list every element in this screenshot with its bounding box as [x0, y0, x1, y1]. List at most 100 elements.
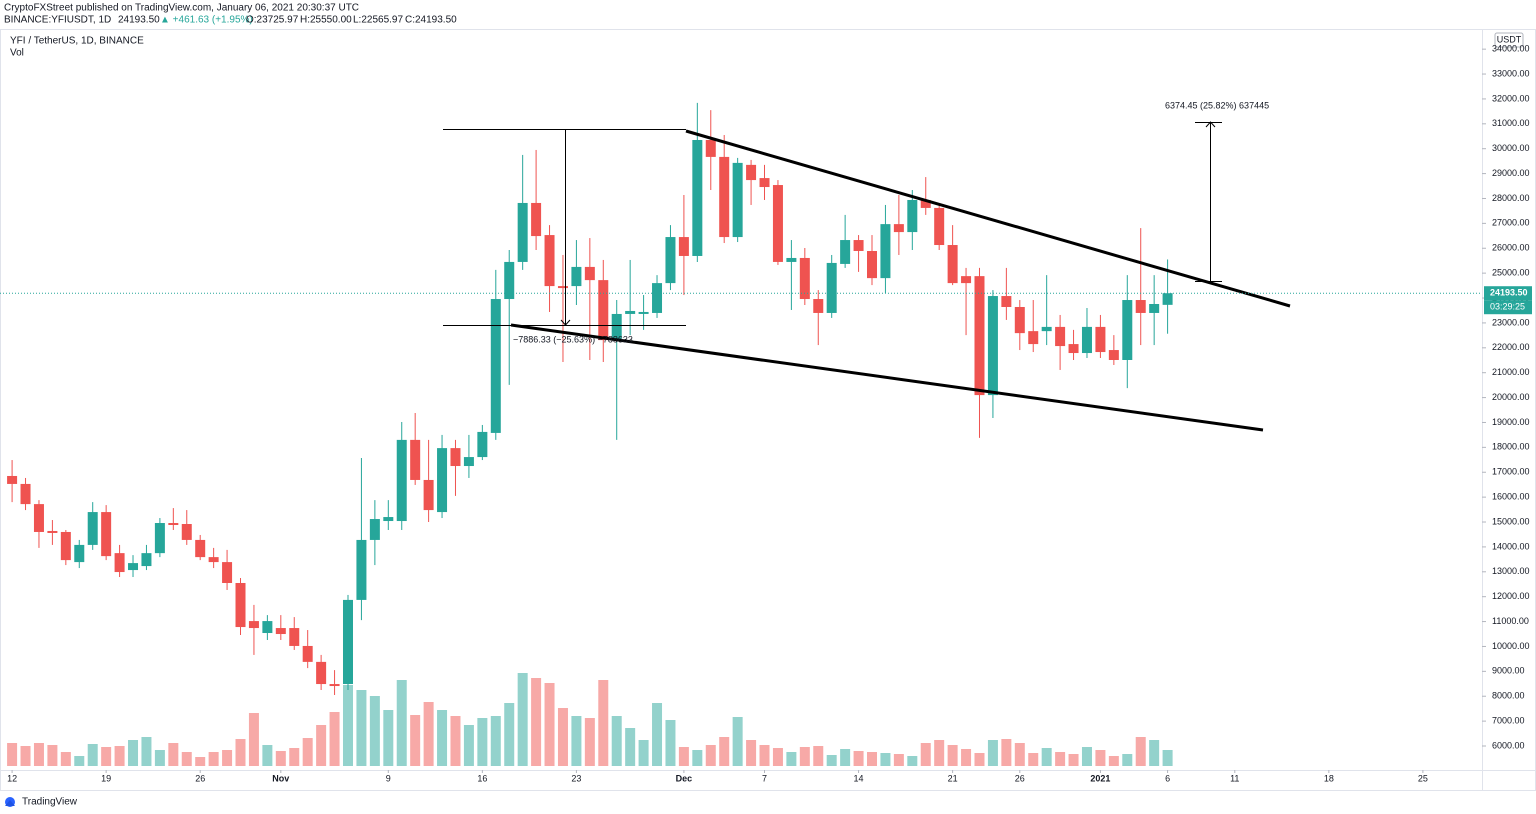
volume-bar — [517, 673, 528, 766]
volume-bar — [20, 746, 31, 766]
candle-body — [867, 250, 878, 279]
candle-body — [114, 553, 125, 573]
candle-body — [705, 139, 716, 157]
candle-body — [101, 512, 112, 557]
volume-label: Vol — [10, 48, 24, 59]
volume-layer — [7, 673, 1173, 766]
y-tick-label: 9000.00 — [1492, 666, 1525, 676]
candle-body — [678, 237, 689, 256]
volume-bar — [423, 702, 434, 766]
publisher: CryptoFXStreet published on TradingView.… — [4, 3, 359, 14]
candle-body — [222, 562, 233, 583]
candle-body — [1122, 300, 1133, 361]
volume-bar — [181, 752, 192, 766]
volume-bar — [168, 743, 179, 766]
volume-bar — [7, 743, 18, 766]
volume-bar — [947, 745, 958, 766]
volume-bar — [141, 737, 152, 766]
volume-bar — [584, 718, 595, 766]
volume-bar — [1135, 737, 1146, 766]
candle-body — [20, 483, 31, 505]
volume-bar — [60, 752, 71, 766]
candle-body — [1001, 296, 1012, 307]
candle-body — [652, 283, 663, 313]
volume-bar — [1001, 739, 1012, 766]
candle-body — [33, 504, 44, 532]
candle-layer — [7, 102, 1173, 695]
volume-bar — [101, 747, 112, 766]
y-tick-label: 21000.00 — [1492, 367, 1530, 377]
candle-body — [1081, 326, 1092, 354]
y-tick-label: 23000.00 — [1492, 317, 1530, 327]
candle-body — [7, 475, 18, 484]
candle-body — [772, 185, 783, 262]
volume-bar — [262, 745, 273, 766]
candle-body — [611, 313, 622, 341]
volume-bar — [289, 748, 300, 766]
volume-bar — [598, 680, 609, 766]
ohlc-low: L:22565.97 — [353, 15, 403, 26]
y-tick-label: 25000.00 — [1492, 268, 1530, 278]
candle-body — [571, 266, 582, 287]
volume-bar — [437, 710, 448, 766]
volume-bar — [128, 740, 139, 766]
arrow-head — [1205, 121, 1216, 128]
candle-body — [302, 645, 313, 662]
candle-body — [840, 240, 851, 264]
candle-body — [60, 531, 71, 561]
volume-bar — [222, 750, 233, 766]
x-tick-label: 6 — [1165, 773, 1170, 783]
volume-bar — [369, 696, 380, 766]
volume-bar — [638, 740, 649, 766]
volume-bar — [961, 749, 972, 766]
currency-box[interactable] — [1494, 32, 1524, 48]
volume-bar — [302, 738, 313, 766]
y-tick-label: 29000.00 — [1492, 168, 1530, 178]
x-tick-label: 14 — [854, 773, 864, 783]
volume-bar — [1149, 740, 1160, 766]
candle-body — [531, 202, 542, 237]
candle-body — [1068, 344, 1079, 354]
volume-bar — [652, 703, 663, 766]
x-tick-label: 25 — [1418, 773, 1428, 783]
y-tick-label: 19000.00 — [1492, 417, 1530, 427]
candle-body — [47, 530, 58, 533]
candle-body — [947, 245, 958, 284]
volume-bar — [719, 737, 730, 766]
volume-bar — [625, 728, 636, 766]
volume-bar — [920, 743, 931, 766]
candle-body — [987, 296, 998, 396]
candle-body — [74, 544, 85, 563]
volume-bar — [47, 745, 58, 766]
candle-body — [625, 310, 636, 314]
volume-bar — [1081, 747, 1092, 766]
volume-bar — [1055, 752, 1066, 766]
candle-body — [638, 311, 649, 314]
candle-body — [813, 299, 824, 313]
y-tick-label: 28000.00 — [1492, 193, 1530, 203]
volume-bar — [692, 750, 703, 766]
volume-bar — [396, 680, 407, 766]
candle-body — [1014, 306, 1025, 334]
x-tick-label: 9 — [386, 773, 391, 783]
candle-body — [141, 553, 152, 567]
volume-bar — [1122, 754, 1133, 766]
volume-bar — [383, 710, 394, 766]
y-tick-label: 10000.00 — [1492, 641, 1530, 651]
y-tick-label: 7000.00 — [1492, 715, 1525, 725]
volume-bar — [987, 740, 998, 766]
y-tick-label: 15000.00 — [1492, 516, 1530, 526]
candle-body — [584, 266, 595, 281]
volume-bar — [611, 716, 622, 766]
volume-bar — [477, 718, 488, 766]
volume-bar — [74, 756, 85, 766]
candle-body — [746, 164, 757, 181]
x-tick-label: Nov — [272, 773, 289, 783]
volume-bar — [356, 690, 367, 766]
candle-body — [517, 202, 528, 262]
axes: 6000.00 7000.00 8000.00 9000.00 10000.00 1100… — [0, 44, 1532, 783]
candle-body — [598, 280, 609, 341]
volume-bar — [571, 716, 582, 766]
volume-bar — [235, 739, 246, 766]
volume-bar — [1014, 743, 1025, 766]
